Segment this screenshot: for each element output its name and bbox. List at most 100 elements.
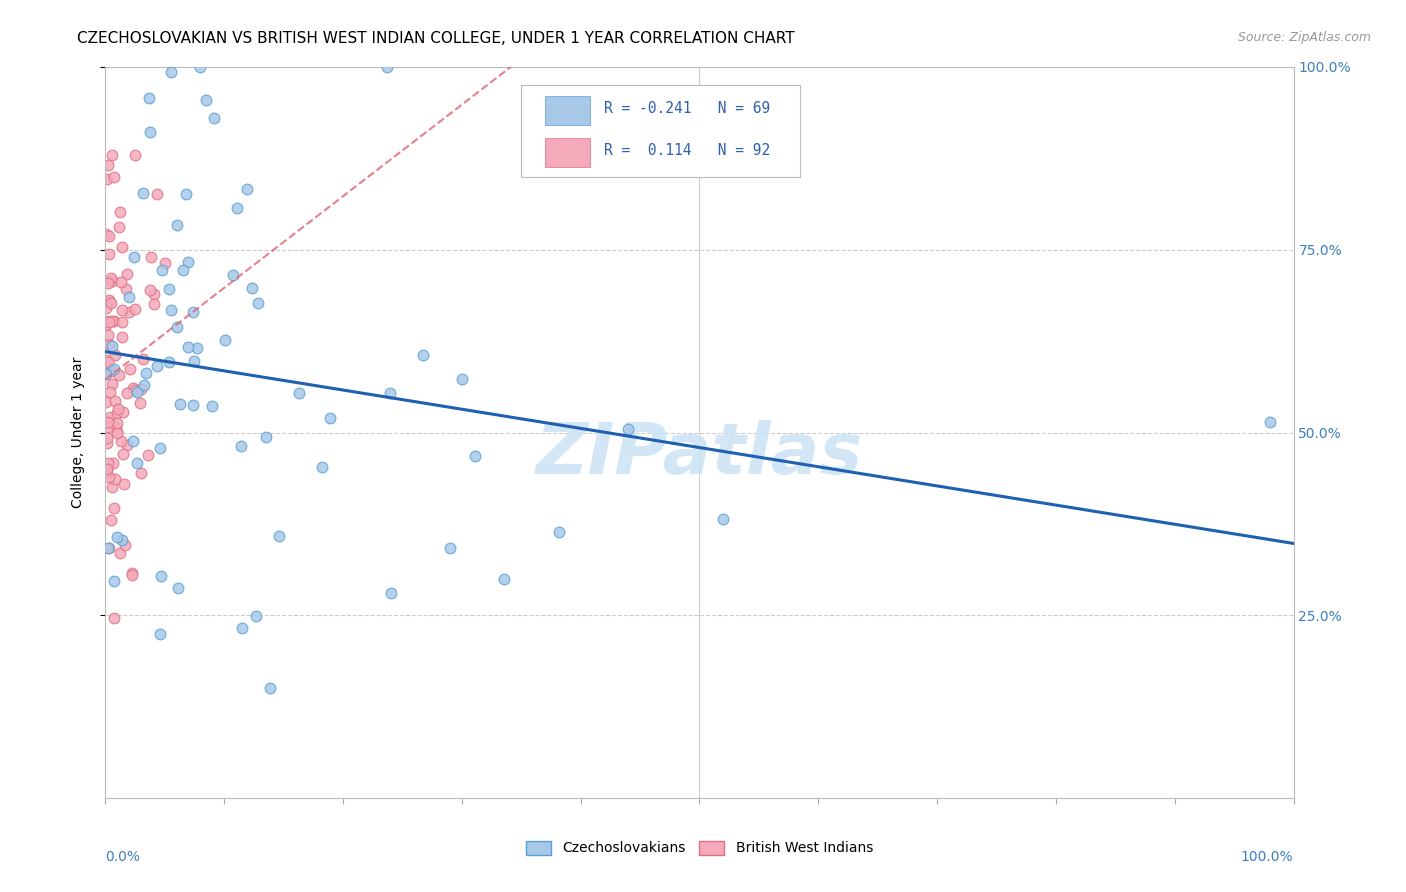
Point [98,337,121,351]
Point [94,336,117,351]
Point [111,303,134,318]
Point [97,328,120,343]
Point [105,406,128,420]
Point [97,419,120,434]
Point [111,330,134,344]
Point [100,376,122,391]
Point [97,246,120,260]
Point [103,574,125,589]
Point [547,525,569,540]
Point [108,220,131,235]
Point [97,541,120,555]
Point [146,359,169,374]
Point [439,541,461,555]
Point [129,466,152,480]
Point [148,627,170,641]
Point [104,348,127,362]
Point [96,463,118,477]
Point [121,567,143,582]
Point [129,383,152,397]
Point [172,262,194,277]
Point [139,284,162,298]
Point [166,320,188,334]
Point [96,457,118,471]
Point [96,431,118,445]
Point [464,449,486,463]
FancyBboxPatch shape [546,96,591,126]
Point [183,354,205,368]
Point [111,533,134,547]
Point [98,315,121,329]
Point [159,65,181,79]
Point [105,529,128,543]
Point [259,681,281,695]
Point [114,538,136,552]
Point [240,281,263,295]
Point [229,439,252,453]
Point [152,263,174,277]
Point [115,438,138,452]
Point [107,368,129,382]
Point [101,274,124,288]
Y-axis label: College, Under 1 year: College, Under 1 year [70,357,84,508]
Point [254,430,277,444]
Point [149,569,172,583]
Point [135,366,157,380]
Point [318,410,340,425]
Point [380,386,402,401]
Text: 100.0%: 100.0% [1241,849,1294,863]
Point [112,447,135,461]
Point [100,147,122,161]
Point [711,512,734,526]
Point [97,293,120,308]
Point [138,91,160,105]
Point [186,342,208,356]
Point [183,305,205,319]
Point [98,541,121,555]
Point [100,271,122,285]
Point [166,219,188,233]
Point [101,456,124,470]
Point [124,384,146,398]
Point [118,304,141,318]
Point [145,186,167,201]
Point [96,436,118,450]
Text: CZECHOSLOVAKIAN VS BRITISH WEST INDIAN COLLEGE, UNDER 1 YEAR CORRELATION CHART: CZECHOSLOVAKIAN VS BRITISH WEST INDIAN C… [77,31,794,46]
Point [103,501,125,516]
Text: R = -0.241   N = 69: R = -0.241 N = 69 [605,101,770,116]
Point [96,301,118,316]
Point [94,395,117,409]
Point [96,318,118,332]
Point [236,182,259,196]
Point [122,381,145,395]
Point [169,397,191,411]
Point [155,256,177,270]
Point [127,456,149,470]
Point [114,282,136,296]
Point [195,93,218,107]
Point [101,339,124,353]
Point [111,315,134,329]
Point [157,282,180,296]
Point [105,426,128,441]
Point [149,442,172,456]
Text: R =  0.114   N = 92: R = 0.114 N = 92 [605,143,770,158]
Point [247,296,270,310]
FancyBboxPatch shape [522,86,800,177]
Point [97,277,120,291]
Point [96,461,118,475]
Point [1258,415,1281,429]
Point [188,60,211,74]
Point [450,372,472,386]
Point [204,111,226,125]
Point [115,267,138,281]
Point [111,240,134,254]
Point [96,172,118,186]
Point [174,187,197,202]
Point [94,313,117,327]
Point [142,286,165,301]
Point [98,417,121,431]
Point [100,295,122,310]
Text: ZIPatlas: ZIPatlas [536,420,863,489]
Point [201,399,224,413]
